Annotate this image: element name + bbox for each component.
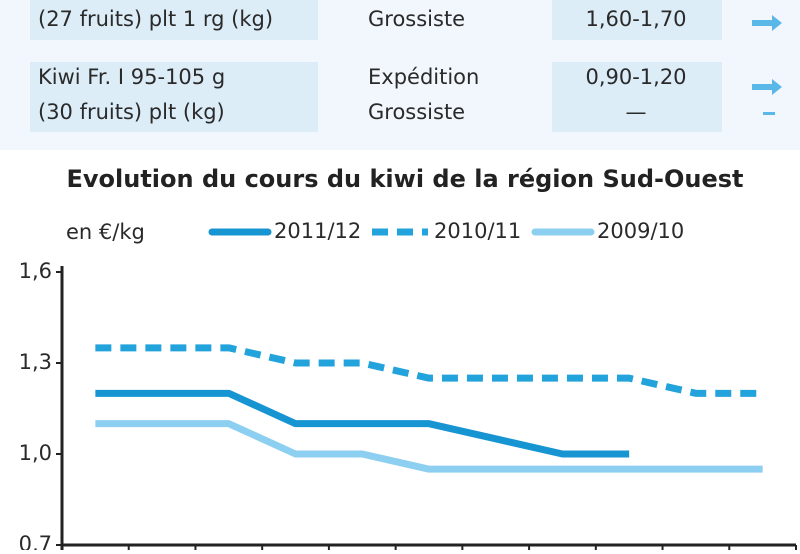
cell-bg	[30, 0, 318, 40]
dash-icon	[763, 112, 775, 115]
table-cell-text: 0,90-1,20	[585, 65, 686, 89]
table-cell-text: —	[626, 100, 647, 124]
legend-label: 2009/10	[597, 219, 684, 243]
legend-label: 2011/12	[274, 219, 361, 243]
table-cell-text: 1,60-1,70	[585, 7, 686, 31]
y-tick-label: 1,0	[19, 441, 52, 465]
series-line	[95, 420, 763, 473]
table-cell-text: Grossiste	[368, 7, 465, 31]
y-tick-label: 1,3	[19, 350, 52, 374]
chart-title: Evolution du cours du kiwi de la région …	[66, 165, 743, 193]
table-cell-text: (30 fruits) plt (kg)	[38, 100, 225, 124]
y-tick-label: 0,7	[19, 532, 52, 550]
unit-label: en €/kg	[66, 220, 145, 244]
table-cell-text: (27 fruits) plt 1 rg (kg)	[38, 7, 273, 31]
cell-bg	[552, 0, 722, 40]
cell-bg	[30, 62, 318, 132]
cell-bg	[552, 62, 722, 132]
trend-arrows	[752, 15, 782, 115]
table-cell-text: Expédition	[368, 65, 479, 89]
legend-label: 2010/11	[434, 219, 521, 243]
arrow-icon	[752, 79, 782, 95]
arrow-icon	[752, 15, 782, 31]
series-line	[95, 344, 763, 397]
series-line	[95, 389, 630, 458]
y-tick-label: 1,6	[19, 259, 52, 283]
table-cell-text: Kiwi Fr. I 95-105 g	[38, 65, 225, 89]
table-cell-text: Grossiste	[368, 100, 465, 124]
